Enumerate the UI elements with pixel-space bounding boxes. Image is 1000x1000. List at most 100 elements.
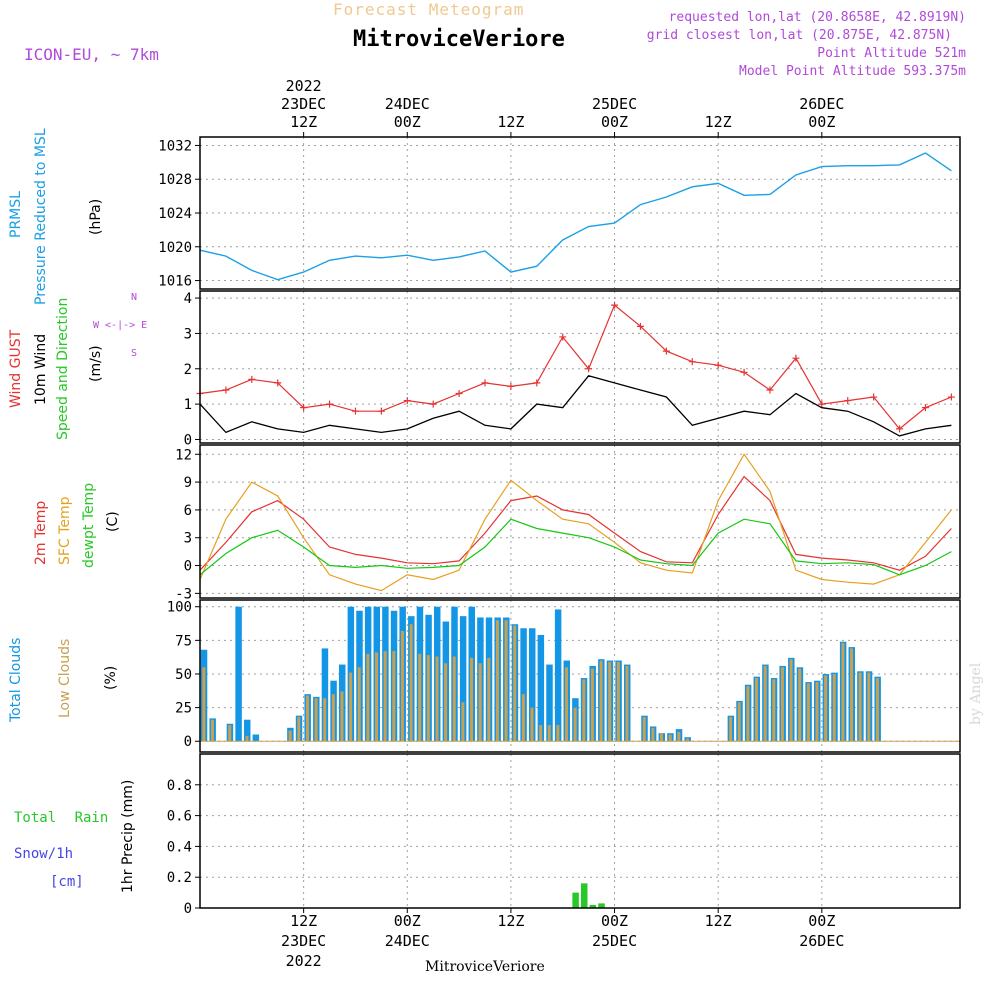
snow-label: Snow/1h	[14, 846, 74, 862]
y-tick-label: 0	[184, 559, 192, 575]
gust-marker	[792, 354, 800, 362]
bottom-hour-label: 12Z	[705, 912, 732, 930]
low-clouds-bar	[297, 717, 301, 742]
y-tick-label: 0	[184, 734, 192, 750]
gust-marker	[559, 333, 567, 341]
bottom-hour-label: 12Z	[497, 912, 524, 930]
sfc-temp-line	[199, 453, 952, 592]
y-tick-label: 50	[175, 667, 192, 683]
gust-marker	[921, 404, 929, 412]
data-marks	[196, 152, 960, 909]
low-clouds-bar	[660, 733, 664, 742]
top-date-label: 24DEC	[385, 95, 430, 113]
panel-frame	[199, 444, 961, 599]
panel-frames	[199, 136, 961, 909]
total-clouds-bar	[520, 628, 527, 742]
bottom-date-label: 24DEC	[385, 932, 430, 950]
compass-s-label: S	[131, 348, 138, 359]
low-clouds-bar	[444, 663, 448, 742]
gust-marker	[248, 375, 256, 383]
total-clouds-bar	[528, 628, 536, 742]
bottom-hour-label: 00Z	[601, 912, 628, 930]
bottom-date-label: 23DEC	[281, 932, 326, 950]
compass-n-label: N	[131, 292, 138, 303]
t2m-line	[199, 475, 952, 571]
low-clouds-bar	[763, 665, 767, 742]
low-clouds-bar	[824, 675, 828, 742]
top-title: Forecast Meteogram	[333, 0, 525, 19]
low-clouds-bar	[495, 620, 499, 742]
gust-marker	[274, 379, 282, 387]
bottom-year-label: 2022	[286, 952, 322, 970]
rain-bar	[572, 892, 579, 908]
low-clouds-bar	[349, 672, 353, 742]
low-clouds-bar	[452, 656, 456, 742]
low-clouds-bar	[288, 730, 292, 742]
station-title: MitroviceVeriore	[353, 27, 565, 52]
y-tick-label: 1028	[158, 172, 192, 188]
gust-marker	[377, 407, 385, 415]
low-clouds-bar	[228, 725, 232, 742]
gust-marker	[326, 400, 334, 408]
y-tick-label: 1	[184, 397, 192, 413]
low-clouds-bar	[409, 624, 413, 742]
low-clouds-bar	[789, 659, 793, 742]
low-clouds-bar	[685, 738, 689, 742]
low-clouds-bar	[400, 630, 404, 742]
low-clouds-bar	[798, 668, 802, 742]
low-clouds-bar	[478, 663, 482, 742]
model-label: ICON-EU, ~ 7km	[24, 45, 159, 64]
point-altitude: Point Altitude 521m	[817, 46, 966, 61]
low-clouds-bar	[331, 694, 335, 742]
total-clouds-bar	[554, 609, 562, 742]
closest-lonlat: grid closest lon,lat (20.875E, 42.875N)	[646, 28, 952, 43]
low-clouds-bar	[729, 717, 733, 742]
y-tick-label: 1032	[158, 138, 192, 154]
low-clouds-bar	[850, 648, 854, 742]
gust-marker	[740, 368, 748, 376]
bottom-date-label: 26DEC	[799, 932, 844, 950]
gust-line	[199, 304, 952, 430]
bottom-hour-label: 12Z	[290, 912, 317, 930]
y-tick-label: 75	[175, 633, 192, 649]
low-clouds-bar	[487, 657, 491, 742]
gust-marker	[455, 390, 463, 398]
low-clouds-bar	[642, 717, 646, 742]
total-clouds-bar	[252, 734, 260, 742]
bottom-hour-label: 00Z	[808, 912, 835, 930]
top-date-label: 26DEC	[799, 95, 844, 113]
y-tick-label: 0.2	[167, 870, 192, 886]
y-tick-label: 12	[175, 447, 192, 463]
low-clouds-bar	[625, 665, 629, 742]
top-hour-label: 00Z	[601, 113, 628, 131]
y-tick-label: 4	[184, 291, 192, 307]
y-tick-label: -3	[175, 586, 192, 602]
y-tick-label: 0	[184, 432, 192, 448]
low-clouds-bar	[832, 673, 836, 742]
bottom-hour-label: 00Z	[394, 912, 421, 930]
low-clouds-bar	[547, 725, 551, 742]
low-clouds-bar	[806, 683, 810, 742]
top-date-label: 23DEC	[281, 95, 326, 113]
top-date-label: 25DEC	[592, 95, 637, 113]
tick-labels: 1016102010241028103201234-30369120255075…	[158, 77, 844, 970]
rain-bar	[581, 883, 588, 908]
gust-marker	[636, 322, 644, 330]
gust-marker	[481, 379, 489, 387]
low-clouds-bar	[435, 656, 439, 742]
gust-marker	[818, 400, 826, 408]
low-clouds-bar	[875, 678, 879, 742]
low-clouds-bar	[668, 734, 672, 742]
gust-marker	[844, 397, 852, 405]
rain-bar	[589, 904, 597, 908]
y-tick-label: 1016	[158, 274, 192, 290]
top-year-label: 2022	[286, 77, 322, 95]
low-clouds-bar	[323, 698, 327, 742]
y-tick-label: 2	[184, 362, 192, 378]
gust-marker	[403, 397, 411, 405]
model-point-altitude: Model Point Altitude 593.375m	[739, 64, 966, 79]
dewpt-line	[199, 518, 952, 576]
gust-marker	[766, 386, 774, 394]
y-tick-label: 100	[167, 600, 192, 616]
low-clouds-bar	[608, 661, 612, 742]
